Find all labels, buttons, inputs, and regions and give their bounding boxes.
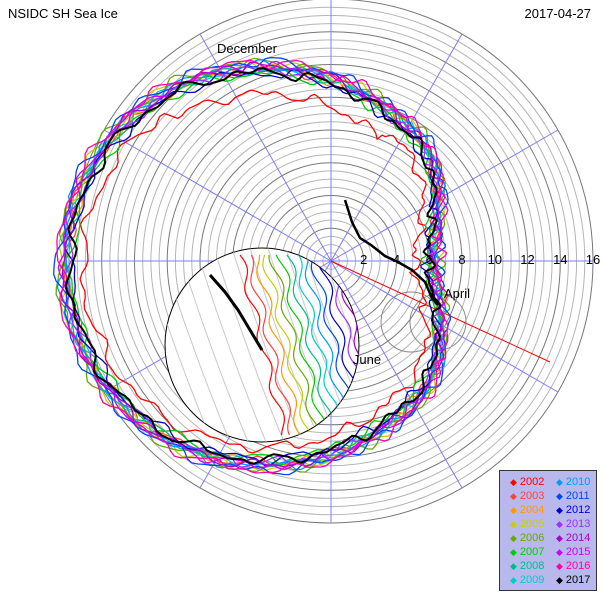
legend-label: 2013	[565, 518, 591, 530]
legend-marker-icon: ◆	[510, 533, 517, 543]
radial-tick-label: 4	[393, 252, 400, 267]
legend-label: 2014	[565, 532, 591, 544]
inset-trace-2008	[286, 254, 334, 436]
legend-label: 2017	[565, 574, 591, 586]
radial-tick-label: 2	[360, 252, 367, 267]
legend-marker-icon: ◆	[556, 547, 563, 557]
legend-item-2015: ◆ 2015	[556, 546, 590, 558]
series-trace-2016	[56, 59, 449, 474]
legend-item-2007: ◆ 2007	[510, 546, 544, 558]
legend-marker-icon: ◆	[510, 477, 517, 487]
legend-item-2009: ◆ 2009	[510, 574, 544, 586]
series-trace-2012	[64, 68, 443, 467]
legend-item-2002: ◆ 2002	[510, 476, 544, 488]
legend-item-2003: ◆ 2003	[510, 490, 544, 502]
month-labels: December April June	[217, 41, 470, 367]
chart-title: NSIDC SH Sea Ice	[8, 6, 118, 21]
grid-spoke	[330, 260, 559, 393]
legend-marker-icon: ◆	[510, 561, 517, 571]
legend-label: 2011	[565, 490, 590, 502]
month-label: April	[444, 286, 470, 301]
legend-item-2017: ◆ 2017	[556, 574, 590, 586]
month-label: June	[353, 352, 381, 367]
inset-grid-arc	[231, 248, 303, 442]
inset-trace-2004	[256, 254, 301, 436]
inset-circle	[164, 247, 360, 443]
inset-trace-2003	[250, 254, 292, 436]
legend-label: 2002	[519, 476, 545, 488]
legend-label: 2006	[519, 532, 545, 544]
legend-item-2012: ◆ 2012	[556, 504, 590, 516]
legend-label: 2009	[519, 574, 545, 586]
series-trace-2017	[64, 67, 442, 465]
legend-label: 2007	[519, 546, 545, 558]
legend-marker-icon: ◆	[556, 477, 563, 487]
legend: ◆ 2002 ◆ 2003 ◆ 2004 ◆ 2005 ◆ 2006 ◆ 2007 ◆ 2008 ◆ 2009…	[499, 470, 597, 591]
legend-label: 2012	[565, 504, 591, 516]
legend-marker-icon: ◆	[556, 561, 563, 571]
inset-trace-2009	[298, 254, 340, 436]
series-traces	[53, 56, 452, 476]
legend-item-2013: ◆ 2013	[556, 518, 590, 530]
legend-marker-icon: ◆	[510, 491, 517, 501]
legend-label: 2004	[519, 504, 545, 516]
legend-label: 2015	[565, 546, 591, 558]
inset-trace-2006	[268, 255, 322, 436]
inset-grid-arc	[16, 248, 86, 442]
inset-trace-2005	[262, 254, 313, 436]
inset-grid-arc	[303, 248, 359, 442]
legend-marker-icon: ◆	[510, 519, 517, 529]
legend-item-2011: ◆ 2011	[556, 490, 590, 502]
legend-marker-icon: ◆	[510, 505, 517, 515]
radial-tick-label: 14	[553, 252, 567, 267]
inset-trace-2007	[275, 254, 328, 436]
current-year-segment	[343, 199, 439, 306]
radial-tick-label: 10	[488, 252, 502, 267]
legend-item-2005: ◆ 2005	[510, 518, 544, 530]
inset-magnifier	[16, 247, 518, 443]
chart-date: 2017-04-27	[524, 6, 592, 21]
radial-tick-label: 16	[586, 252, 600, 267]
legend-item-2006: ◆ 2006	[510, 532, 544, 544]
month-label: December	[217, 41, 278, 56]
legend-item-2008: ◆ 2008	[510, 560, 544, 572]
radial-tick-labels: 2 4 6 8 10 12 14 16	[360, 252, 600, 267]
series-trace-2014	[60, 61, 445, 468]
radial-tick-label: 8	[458, 252, 465, 267]
legend-label: 2016	[565, 560, 591, 572]
legend-label: 2010	[565, 476, 591, 488]
legend-label: 2005	[519, 518, 545, 530]
inset-grid-arc	[195, 248, 267, 442]
legend-item-2004: ◆ 2004	[510, 504, 544, 516]
legend-marker-icon: ◆	[556, 575, 563, 585]
legend-label: 2003	[519, 490, 545, 502]
legend-marker-icon: ◆	[556, 533, 563, 543]
legend-marker-icon: ◆	[556, 505, 563, 515]
legend-marker-icon: ◆	[556, 519, 563, 529]
radial-tick-label: 6	[426, 252, 433, 267]
inset-grid-arc	[213, 248, 285, 442]
legend-label: 2008	[519, 560, 545, 572]
legend-marker-icon: ◆	[556, 491, 563, 501]
legend-item-2014: ◆ 2014	[556, 532, 590, 544]
inset-grid-arc	[448, 248, 518, 442]
inset-current-track	[208, 274, 264, 351]
legend-item-2010: ◆ 2010	[556, 476, 590, 488]
legend-item-2016: ◆ 2016	[556, 560, 590, 572]
legend-marker-icon: ◆	[510, 575, 517, 585]
legend-marker-icon: ◆	[510, 547, 517, 557]
inset-grid-arc	[165, 248, 213, 442]
radial-tick-label: 12	[520, 252, 534, 267]
grid-spoke	[330, 260, 463, 489]
inset-grid-arc	[249, 248, 321, 442]
grid-spoke	[103, 129, 332, 262]
inset-trace-2016	[353, 254, 359, 436]
